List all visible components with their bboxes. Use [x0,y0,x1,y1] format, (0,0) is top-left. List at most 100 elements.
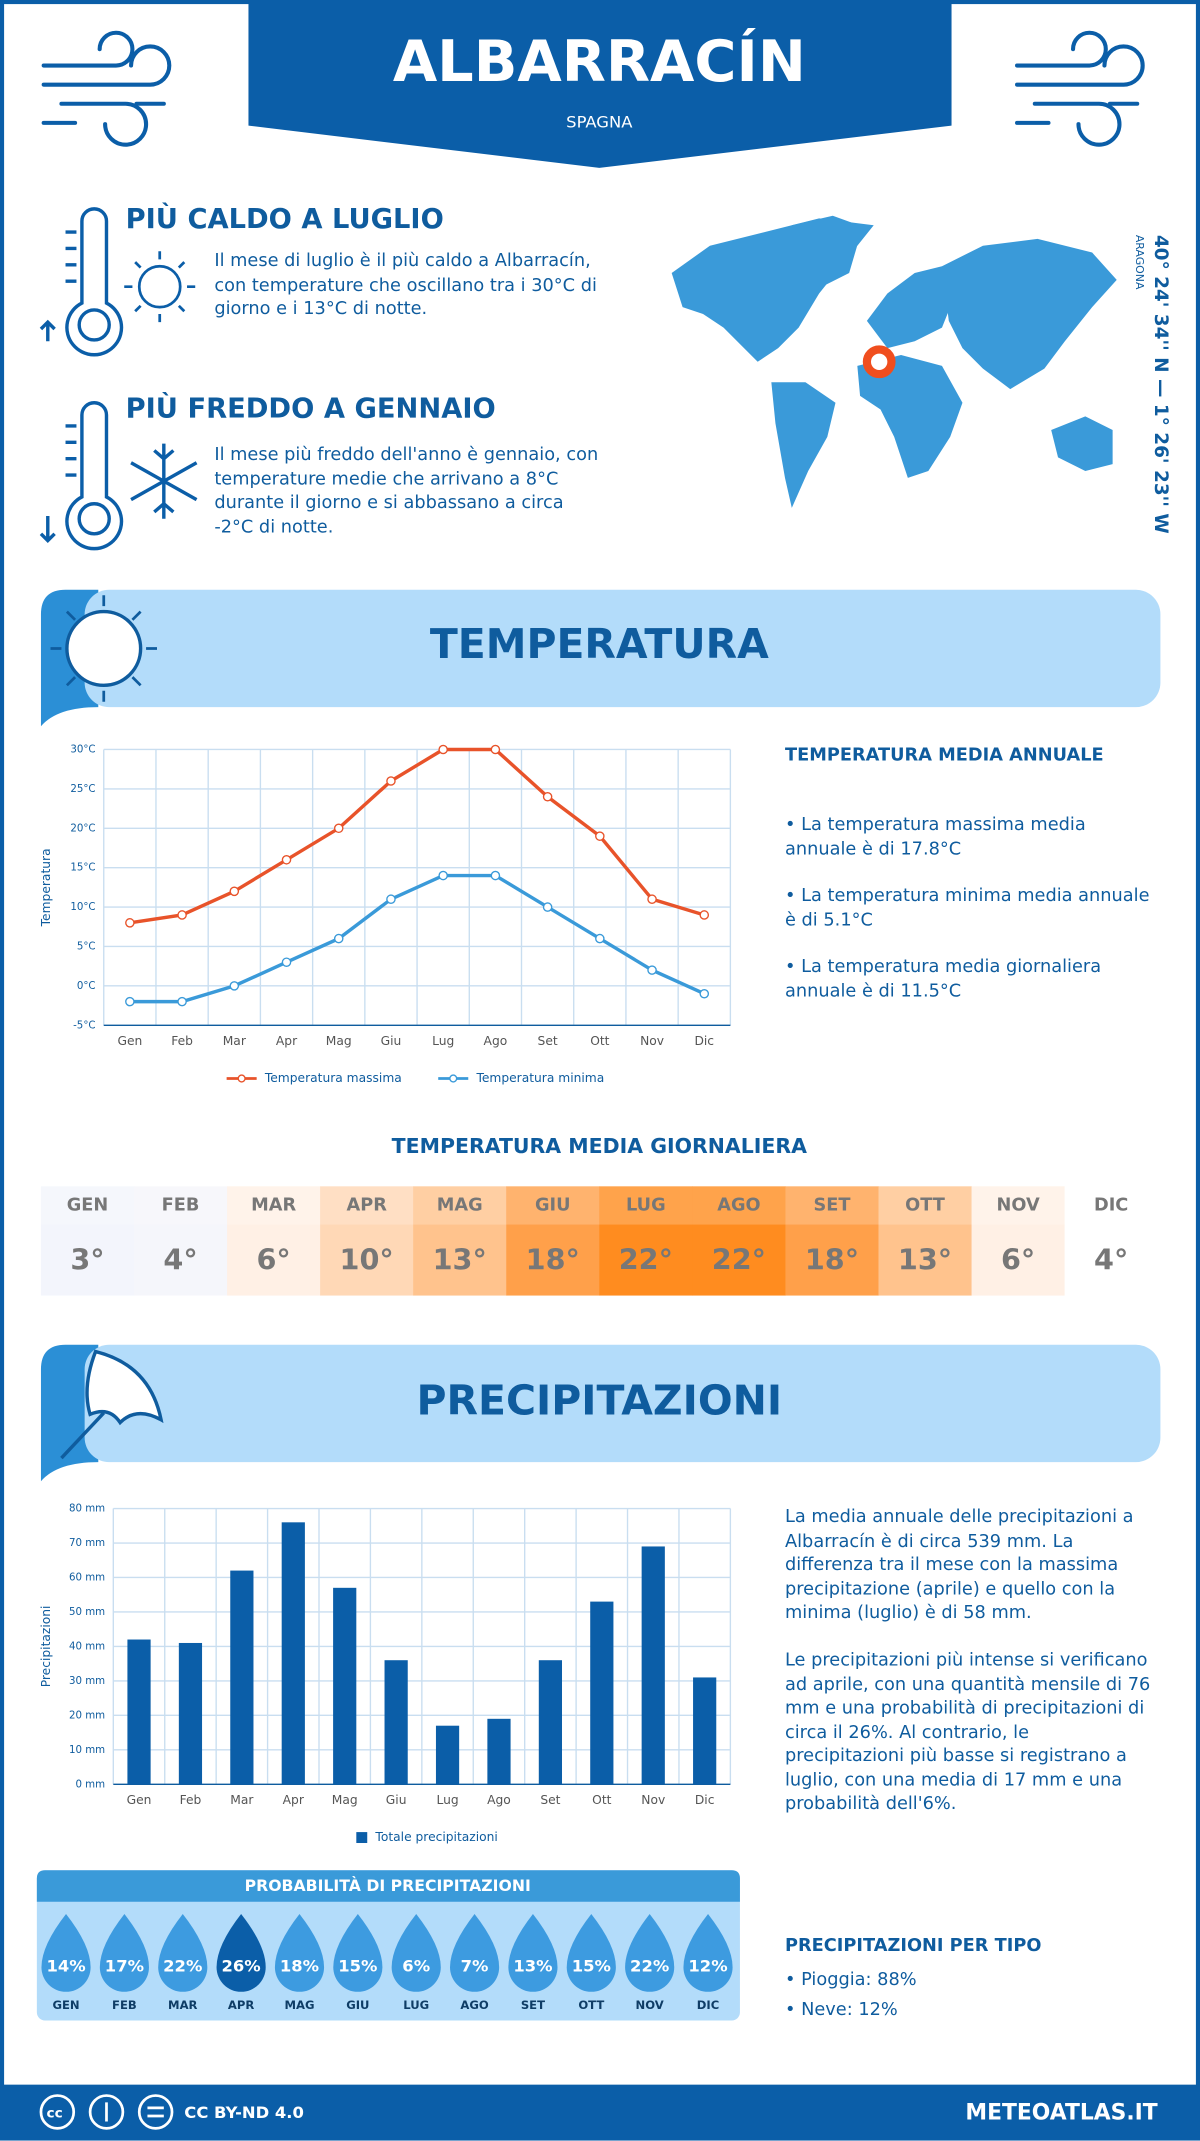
location-marker [862,345,896,379]
temperature-month: GIU [535,1195,571,1215]
probability-value: 22% [630,1957,669,1976]
line-point [281,855,292,865]
legend-label: Temperatura massima [264,1071,402,1085]
probability-month: GEN [52,1998,79,2012]
x-tick-label: Ago [484,1034,508,1048]
y-tick-label: 30°C [70,744,95,755]
temperature-value: 4° [1094,1242,1128,1276]
temperature-header-shade [506,1186,600,1225]
probability-title: PROBABILITÀ DI PRECIPITAZIONI [245,1876,531,1895]
line-point [490,744,501,755]
x-tick-label: Ago [487,1793,511,1807]
line-point [333,823,344,834]
probability-month: FEB [112,1998,137,2012]
precipitation-type-title: PRECIPITAZIONI PER TIPO [784,1935,1042,1957]
temperature-summary-title: TEMPERATURA MEDIA ANNUALE [784,745,1104,766]
banner-umbrella-icon [60,1349,164,1460]
temperature-header-shade [413,1186,507,1225]
y-tick-label: 5°C [77,941,96,952]
probability-month: GIU [346,1998,369,2012]
hottest-title: PIÙ CALDO A LUGLIO [125,202,444,235]
line-point [647,894,657,904]
legend-label: Temperatura minima [475,1071,604,1085]
x-tick-label: Gen [127,1793,152,1807]
temperature-value: 18° [805,1242,859,1276]
y-tick-label: -5°C [73,1020,95,1031]
temperature-month: OTT [905,1195,945,1215]
temperature-header-shade [40,1186,135,1225]
probability-drop [158,1913,208,1992]
header-title: ALBARRACÍN [393,27,806,95]
temperature-cell [413,1186,507,1296]
probability-value: 26% [222,1957,261,1976]
probability-month: AGO [460,1998,488,2012]
y-tick-label: 15°C [70,863,95,874]
temperature-cell [599,1186,693,1296]
bar [693,1677,717,1785]
x-tick-label: Feb [171,1034,193,1048]
bar [281,1522,305,1785]
y-tick-label: 0 mm [75,1779,105,1790]
probability-drop [625,1913,675,1992]
line-point [647,965,657,975]
temperature-cell [506,1186,600,1296]
x-tick-label: Gen [117,1034,142,1048]
probability-drop [566,1913,616,1992]
line-point [125,918,135,928]
precipitation-type-item: • Neve: 12% [784,2000,898,2021]
temperature-value: 10° [340,1242,394,1276]
temperature-month: FEB [162,1195,200,1215]
temperature-cell [134,1186,228,1296]
temperature-cell [1064,1186,1159,1296]
legend-swatch [356,1832,368,1844]
x-tick-label: Dic [695,1793,715,1807]
temperature-value: 22° [712,1242,766,1276]
probability-drop [508,1913,558,1992]
y-tick-label: 10°C [70,902,95,913]
footer-site: METEOATLAS.IT [965,2100,1157,2125]
bar [538,1660,563,1785]
probability-drop [683,1913,733,1992]
temperature-value: 3° [70,1242,104,1276]
temperature-month: MAG [437,1195,483,1215]
line-point [386,776,396,786]
probability-month: SET [521,1998,545,2012]
line-point [333,933,344,944]
temperature-header-shade [227,1186,321,1225]
thermometer-cold-icon [39,401,124,551]
banner-sun-icon [50,595,157,702]
bar [641,1546,665,1785]
temperature-value: 4° [163,1242,197,1276]
line-point [386,894,396,904]
probability-value: 15% [572,1957,611,1976]
probability-value: 17% [105,1957,144,1976]
line-point [595,933,605,944]
precipitation-type-item: • Pioggia: 88% [784,1969,917,1991]
probability-value: 13% [513,1957,552,1976]
probability-drop [391,1913,441,1992]
temperature-header-shade [878,1186,972,1225]
temperature-cell [692,1186,786,1296]
map-coordinates: 40° 24' 34'' N — 1° 26' 23'' W [1149,234,1172,534]
x-tick-label: Set [540,1793,560,1807]
temperature-header-shade [692,1186,786,1225]
x-tick-label: Mag [332,1793,358,1807]
y-tick-label: 20 mm [69,1710,105,1721]
temperature-header-shade [785,1186,879,1225]
coldest-text: Il mese più freddo dell'anno è gennaio, … [214,445,599,538]
temperature-summary-item: • La temperatura media giornaliera annua… [784,956,1102,1002]
temperature-month: MAR [251,1195,296,1215]
world-map [671,215,1117,508]
y-tick-label: 20°C [70,823,95,834]
header-band [248,0,952,168]
y-axis-label: Precipitazioni [39,1606,53,1688]
y-tick-label: 40 mm [69,1641,105,1652]
temperature-month: SET [813,1195,850,1215]
temperature-summary-item: • La temperatura minima media annuale è … [784,886,1150,931]
footer-license: CC BY-ND 4.0 [184,2103,304,2122]
probability-value: 12% [688,1957,727,1976]
probability-value: 22% [163,1957,202,1976]
temperature-cell [40,1186,135,1296]
bar [127,1639,151,1785]
bar [230,1570,254,1785]
